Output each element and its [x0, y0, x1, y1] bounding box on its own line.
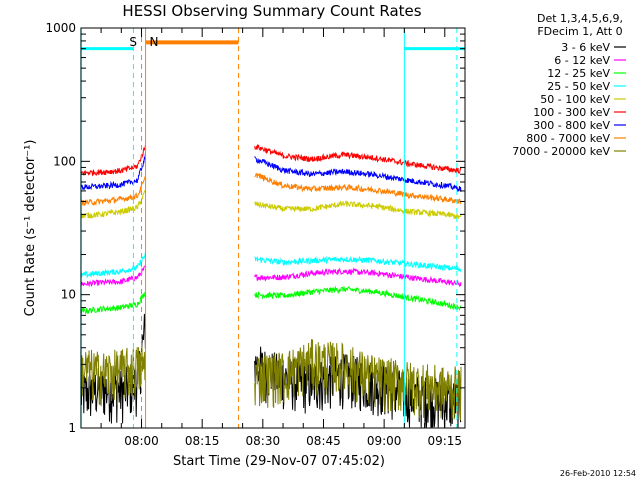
legend-entry: 100 - 300 keV [533, 106, 610, 119]
flag-annotation: N [150, 35, 159, 49]
y-tick-label: 10 [61, 288, 76, 302]
y-axis-label: Count Rate (s⁻¹ detector⁻¹) [23, 140, 38, 317]
y-tick-label: 1000 [45, 21, 76, 35]
flags-layer [80, 40, 465, 51]
x-tick-label: 09:00 [367, 434, 402, 448]
legend-entry: 12 - 25 keV [547, 67, 610, 80]
x-axis-label: Start Time (29-Nov-07 07:45:02) [173, 454, 385, 469]
series-line-9 [80, 347, 146, 407]
series-line-2 [80, 265, 146, 288]
legend-entry: 25 - 50 keV [547, 80, 610, 93]
series-line-3 [254, 285, 462, 311]
series-line-8 [254, 172, 462, 205]
y-tick-label: 1 [68, 421, 76, 435]
x-tick-label: 08:45 [306, 434, 341, 448]
legend: Det 1,3,4,5,6,9,FDecim 1, Att 0 3 - 6 keV… [512, 12, 626, 158]
flag-annotation: S [129, 35, 137, 49]
legend-entry: 800 - 7000 keV [526, 132, 610, 145]
legend-entry: 7000 - 20000 keV [512, 145, 610, 158]
series-line-9 [254, 339, 462, 421]
legend-entry: 3 - 6 keV [561, 41, 610, 54]
series-line-5 [80, 189, 146, 219]
series-line-8 [80, 175, 146, 206]
series-line-1 [80, 313, 146, 424]
x-tick-label: 09:15 [427, 434, 462, 448]
x-tick-label: 08:30 [246, 434, 281, 448]
series-line-5 [254, 199, 462, 219]
legend-header: FDecim 1, Att 0 [537, 25, 622, 38]
series-line-7 [80, 153, 146, 191]
series-line-4 [254, 255, 462, 273]
legend-entry: 6 - 12 keV [554, 54, 610, 67]
chart-title: HESSI Observing Summary Count Rates [122, 2, 421, 20]
plot-frame [80, 27, 466, 429]
series-line-6 [80, 145, 146, 177]
x-tick-label: 08:15 [185, 434, 220, 448]
series-line-3 [80, 291, 146, 315]
legend-entry: 50 - 100 keV [540, 93, 610, 106]
legend-header: Det 1,3,4,5,6,9, [537, 12, 623, 25]
y-tick-label: 100 [53, 154, 76, 168]
timestamp: 26-Feb-2010 12:54 [560, 469, 636, 478]
x-tick-label: 08:00 [124, 434, 159, 448]
series-line-6 [254, 144, 462, 174]
series-layer [80, 144, 462, 428]
series-line-2 [254, 267, 462, 288]
axes-layer: 1 10 100 1000 08:00 08:15 08:30 08:45 09:00 09:15 [45, 21, 466, 448]
legend-entry: 300 - 800 keV [533, 119, 610, 132]
series-line-7 [254, 156, 462, 192]
series-line-4 [80, 252, 146, 279]
